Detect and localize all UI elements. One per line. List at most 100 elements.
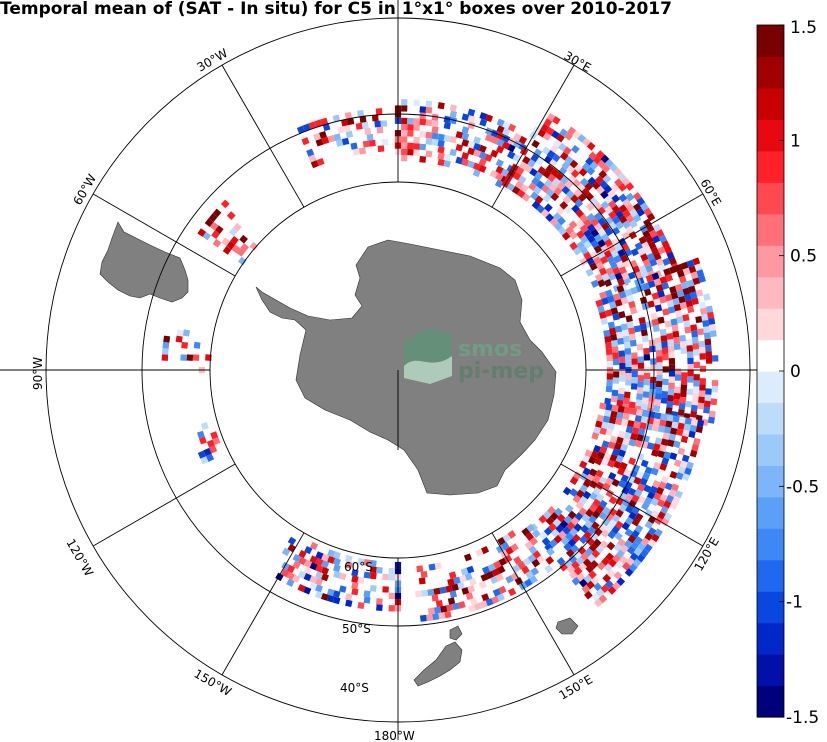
data-cell <box>382 586 389 593</box>
data-cell <box>425 150 433 158</box>
data-cell <box>641 502 650 511</box>
data-cell <box>543 118 553 127</box>
data-cell <box>640 548 649 558</box>
data-cell <box>345 554 353 563</box>
data-cell <box>425 106 433 114</box>
data-cell <box>590 279 599 288</box>
data-cell <box>692 392 700 400</box>
label-60e: 60°E <box>697 177 724 209</box>
data-cell <box>635 399 643 407</box>
data-cell <box>343 124 351 133</box>
data-cell <box>648 306 657 314</box>
data-cell <box>612 358 620 366</box>
data-cell <box>690 324 698 332</box>
data-cell <box>680 347 688 354</box>
data-cell <box>587 176 597 186</box>
data-cell <box>381 138 389 146</box>
data-cell <box>590 532 599 542</box>
data-cell <box>538 514 548 524</box>
colorbar-tick-label: 0.5 <box>790 247 817 267</box>
data-cell <box>586 256 595 266</box>
data-cell <box>533 148 543 157</box>
data-cell <box>585 537 595 546</box>
data-cell <box>608 558 617 568</box>
data-cell <box>689 449 698 458</box>
data-cell <box>610 307 619 315</box>
data-cell <box>595 439 604 448</box>
data-cell <box>652 480 661 489</box>
data-cell <box>576 572 586 582</box>
colorbar-swatch <box>757 559 784 592</box>
data-cell <box>669 285 677 294</box>
data-cell <box>611 525 620 535</box>
data-cell <box>611 448 620 457</box>
data-cell <box>665 407 673 415</box>
data-cell <box>644 466 653 475</box>
data-cell <box>450 609 458 617</box>
colorbar-swatch <box>757 339 784 372</box>
data-cell <box>703 406 711 414</box>
data-cell <box>450 564 459 573</box>
data-cell <box>650 358 657 365</box>
data-cell <box>689 291 698 300</box>
data-cell <box>200 422 209 430</box>
data-cell <box>605 428 614 437</box>
data-cell <box>617 393 625 401</box>
data-cell <box>669 452 678 461</box>
data-cell <box>631 518 641 527</box>
data-cell <box>495 544 505 554</box>
data-cell <box>612 293 621 301</box>
data-cell <box>357 557 365 566</box>
data-cell <box>600 244 610 254</box>
data-cell <box>625 354 632 361</box>
data-cell <box>596 250 606 259</box>
data-cell <box>598 464 607 473</box>
data-cell <box>314 119 323 128</box>
data-cell <box>621 177 631 187</box>
data-cell <box>705 388 712 395</box>
data-cell <box>701 313 709 321</box>
data-cell <box>618 290 627 299</box>
data-cell <box>608 495 618 505</box>
data-cell <box>449 110 458 118</box>
data-cell <box>401 154 408 162</box>
data-cell <box>615 509 624 518</box>
data-cell <box>654 240 664 249</box>
data-cell <box>608 210 617 220</box>
smos-pi-mep-logo: smos pi-mep <box>404 328 544 384</box>
data-cell <box>657 425 666 433</box>
data-cell <box>513 556 522 565</box>
data-cell <box>437 108 445 116</box>
data-cell <box>699 353 706 360</box>
data-cell <box>569 570 578 580</box>
data-cell <box>623 391 631 399</box>
data-cell <box>621 231 631 241</box>
data-cell <box>351 588 359 596</box>
data-cell <box>637 362 645 369</box>
data-cell <box>443 153 451 162</box>
figure-title: Temporal mean of (SAT - In situ) for C5 … <box>0 0 672 19</box>
data-cell <box>641 241 650 250</box>
data-cell <box>447 597 456 605</box>
data-cell <box>597 228 607 237</box>
data-cell <box>660 475 670 484</box>
data-cell <box>593 212 603 221</box>
data-cell <box>345 561 353 569</box>
data-cell <box>649 286 658 295</box>
data-cell <box>586 245 596 255</box>
label-60s: 60°S <box>344 560 373 574</box>
data-cell <box>672 398 680 406</box>
data-cell <box>707 311 715 319</box>
data-cell <box>576 230 585 239</box>
data-cell <box>478 158 487 167</box>
data-cell <box>601 440 610 449</box>
data-cell <box>648 339 656 347</box>
data-cell <box>659 276 668 284</box>
data-cell <box>490 136 499 145</box>
data-cell <box>619 369 626 376</box>
data-cell <box>659 328 667 336</box>
data-cell <box>507 530 517 539</box>
data-cell <box>352 148 361 156</box>
data-cell <box>301 137 310 146</box>
data-cell <box>650 497 659 507</box>
